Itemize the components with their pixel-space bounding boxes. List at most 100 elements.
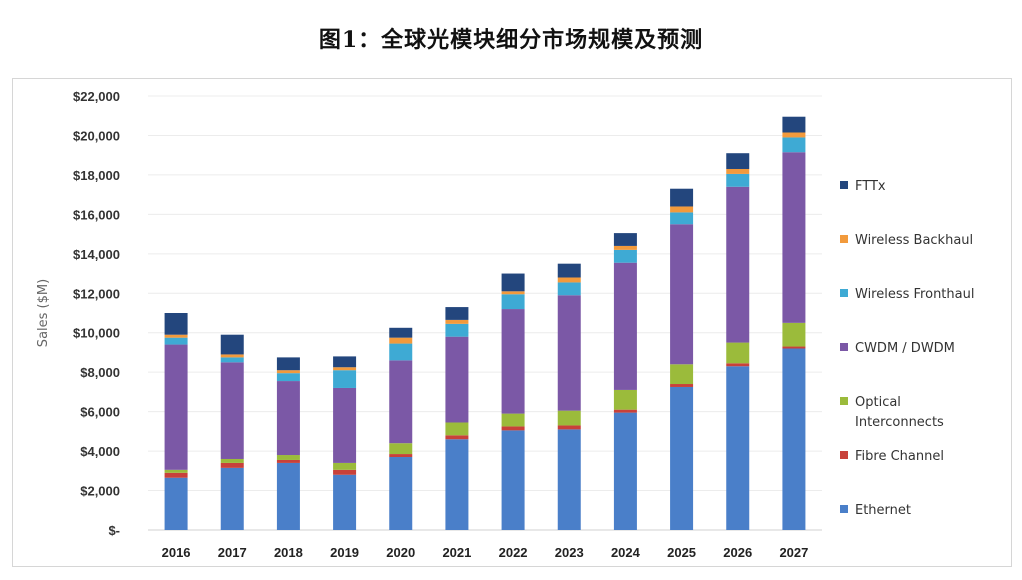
legend-swatch-optical-interconnects: [840, 397, 848, 405]
y-axis-label: Sales ($M): [36, 279, 51, 347]
bar-segment-wireless-backhaul-2023: [557, 277, 581, 283]
bar-segment-ethernet-2027: [782, 348, 806, 530]
legend-label-fibre-channel: Fibre Channel: [855, 449, 944, 464]
bar-segment-ethernet-2017: [220, 467, 244, 530]
y-tick-label: $-: [108, 523, 120, 538]
bar-segment-wireless-backhaul-2027: [782, 132, 806, 138]
bar-segment-wireless-fronthaul-2027: [782, 137, 806, 153]
x-tick-label: 2022: [499, 545, 528, 560]
bar-segment-fttx-2027: [782, 116, 806, 133]
bar-segment-wireless-backhaul-2016: [164, 334, 188, 338]
y-tick-label: $18,000: [73, 168, 120, 183]
bar-segment-optical-interconnects-2023: [557, 410, 581, 426]
bar-segment-fibre-channel-2027: [782, 346, 806, 349]
bar-segment-wireless-backhaul-2026: [726, 168, 750, 174]
bar-segment-cwdm-dwdm-2022: [501, 309, 525, 414]
bar-segment-ethernet-2026: [726, 366, 750, 530]
bar-segment-cwdm-dwdm-2021: [445, 336, 469, 423]
bar-segment-fibre-channel-2025: [670, 384, 694, 387]
bar-segment-wireless-backhaul-2021: [445, 319, 469, 324]
bar-segment-optical-interconnects-2026: [726, 342, 750, 364]
bar-segment-fibre-channel-2020: [389, 454, 413, 458]
bar-segment-fttx-2023: [557, 263, 581, 278]
bar-segment-wireless-backhaul-2019: [333, 367, 357, 371]
bar-segment-optical-interconnects-2016: [164, 469, 188, 473]
bar-segment-optical-interconnects-2025: [670, 364, 694, 385]
bar-segment-wireless-fronthaul-2020: [389, 343, 413, 361]
y-tick-label: $6,000: [80, 405, 120, 420]
bar-segment-wireless-fronthaul-2019: [333, 370, 357, 388]
y-tick-label: $20,000: [73, 128, 120, 143]
y-tick-label: $4,000: [80, 444, 120, 459]
bar-segment-wireless-fronthaul-2023: [557, 282, 581, 296]
x-tick-label: 2023: [555, 545, 584, 560]
bar-segment-optical-interconnects-2017: [220, 458, 244, 463]
bar-segment-cwdm-dwdm-2027: [782, 152, 806, 323]
bar-segment-fibre-channel-2019: [333, 469, 357, 475]
bar-segment-cwdm-dwdm-2025: [670, 224, 694, 365]
bar-segment-cwdm-dwdm-2017: [220, 362, 244, 459]
bar-segment-fibre-channel-2022: [501, 426, 525, 431]
bar-segment-cwdm-dwdm-2024: [613, 262, 637, 390]
legend-swatch-cwdm-dwdm: [840, 343, 848, 351]
x-tick-label: 2024: [611, 545, 641, 560]
x-tick-label: 2019: [330, 545, 359, 560]
bar-segment-ethernet-2021: [445, 439, 469, 530]
bar-segment-wireless-backhaul-2020: [389, 337, 413, 344]
legend-label-wireless-backhaul: Wireless Backhaul: [855, 233, 973, 248]
bar-segment-fibre-channel-2021: [445, 435, 469, 440]
bar-segment-optical-interconnects-2020: [389, 443, 413, 455]
bar-segment-fibre-channel-2026: [726, 363, 750, 367]
bar-segment-wireless-fronthaul-2026: [726, 173, 750, 187]
bar-segment-optical-interconnects-2024: [613, 389, 637, 410]
bar-segment-fttx-2026: [726, 153, 750, 169]
y-tick-label: $12,000: [73, 286, 120, 301]
legend-label-ethernet: Ethernet: [855, 503, 911, 518]
bar-segment-optical-interconnects-2021: [445, 422, 469, 436]
bar-segment-wireless-fronthaul-2024: [613, 249, 637, 263]
y-tick-label: $8,000: [80, 365, 120, 380]
bar-segment-cwdm-dwdm-2019: [333, 387, 357, 463]
bar-segment-wireless-backhaul-2025: [670, 206, 694, 213]
y-tick-label: $10,000: [73, 326, 120, 341]
bar-segment-optical-interconnects-2018: [276, 455, 300, 460]
y-tick-label: $22,000: [73, 89, 120, 104]
bar-segment-cwdm-dwdm-2020: [389, 360, 413, 444]
bar-segment-wireless-backhaul-2017: [220, 354, 244, 358]
bar-segment-ethernet-2020: [389, 457, 413, 530]
legend-swatch-fttx: [840, 181, 848, 189]
bar-segment-wireless-fronthaul-2022: [501, 294, 525, 310]
y-tick-label: $2,000: [80, 484, 120, 499]
bar-segment-cwdm-dwdm-2023: [557, 295, 581, 411]
legend-label-optical-interconnects: Optical: [855, 395, 901, 410]
bar-segment-optical-interconnects-2027: [782, 322, 806, 347]
legend-swatch-fibre-channel: [840, 451, 848, 459]
bar-segment-wireless-fronthaul-2018: [276, 373, 300, 382]
bar-segment-ethernet-2023: [557, 429, 581, 530]
legend-label-wireless-fronthaul: Wireless Fronthaul: [855, 287, 974, 302]
bar-segment-wireless-fronthaul-2017: [220, 357, 244, 363]
bar-segment-fttx-2022: [501, 273, 525, 292]
x-tick-label: 2021: [442, 545, 471, 560]
bar-segment-optical-interconnects-2022: [501, 413, 525, 427]
bar-segment-ethernet-2016: [164, 477, 188, 530]
x-tick-label: 2018: [274, 545, 303, 560]
bar-segment-fibre-channel-2018: [276, 459, 300, 463]
bar-segment-fttx-2024: [613, 233, 637, 246]
bar-segment-wireless-backhaul-2022: [501, 291, 525, 295]
bar-segment-cwdm-dwdm-2026: [726, 186, 750, 343]
bar-segment-fttx-2025: [670, 188, 694, 207]
bar-segment-ethernet-2024: [613, 412, 637, 530]
bar-segment-fibre-channel-2024: [613, 409, 637, 413]
y-tick-label: $14,000: [73, 247, 120, 262]
bar-segment-fibre-channel-2016: [164, 472, 188, 478]
x-tick-label: 2017: [218, 545, 247, 560]
legend-swatch-ethernet: [840, 505, 848, 513]
bar-segment-ethernet-2022: [501, 430, 525, 530]
bar-segment-wireless-backhaul-2018: [276, 370, 300, 374]
legend-swatch-wireless-fronthaul: [840, 289, 848, 297]
y-tick-label: $16,000: [73, 207, 120, 222]
chart-title: 图1：全球光模块细分市场规模及预测: [318, 27, 704, 53]
bar-segment-ethernet-2018: [276, 462, 300, 530]
